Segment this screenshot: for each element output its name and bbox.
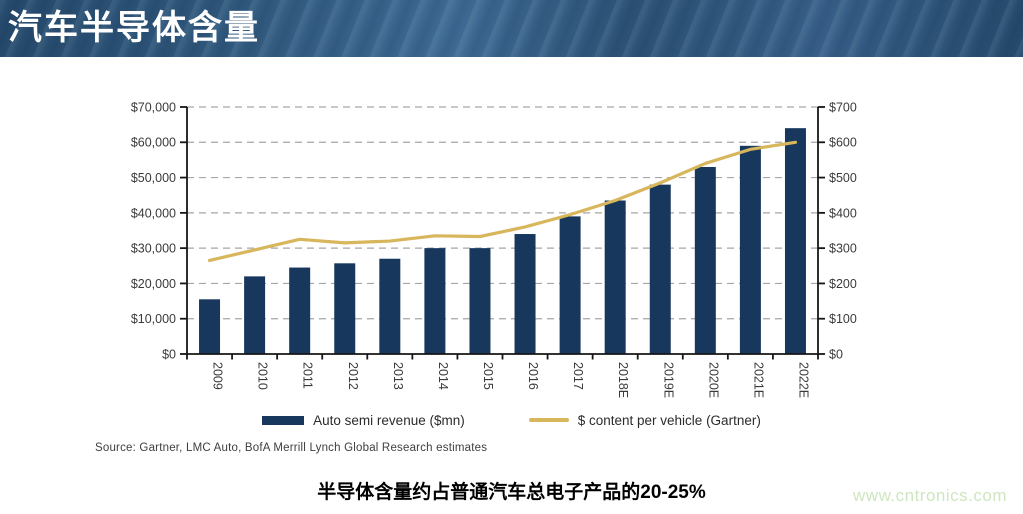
- x-tick-label: 2011: [301, 362, 315, 389]
- y-axis-right-label: $600: [829, 136, 857, 150]
- bar-2020E: [694, 166, 716, 354]
- legend-line-swatch: [528, 418, 569, 422]
- y-axis-right-label: $500: [829, 171, 857, 185]
- x-tick-label: 2022E: [796, 362, 810, 398]
- y-axis-right-label: $400: [829, 206, 857, 220]
- y-axis-left-label: $0: [162, 347, 176, 361]
- x-tick-label: 2019E: [661, 362, 675, 398]
- x-tick-label: 2009: [211, 362, 225, 390]
- y-axis-right-label: $300: [829, 242, 857, 256]
- legend-item-content: $ content per vehicle (Gartner): [528, 412, 761, 428]
- bar-2021E: [739, 145, 761, 354]
- bar-2016: [514, 234, 536, 354]
- y-axis-left-label: $40,000: [131, 206, 176, 220]
- x-tick-label: 2010: [256, 362, 270, 390]
- bar-2009: [199, 299, 221, 354]
- bar-2010: [244, 276, 266, 354]
- bar-2019E: [649, 184, 671, 354]
- bottom-caption: 半导体含量约占普通汽车总电子产品的20-25%: [317, 482, 706, 503]
- source-note: Source: Gartner, LMC Auto, BofA Merrill …: [95, 442, 488, 454]
- trend-line: [207, 140, 798, 263]
- bar-2013: [379, 258, 401, 354]
- legend-bar-label: Auto semi revenue ($mn): [313, 412, 465, 428]
- y-axis-right-label: $0: [829, 347, 843, 361]
- y-axis-left-label: $50,000: [131, 171, 176, 185]
- x-tick-label: 2017: [571, 362, 585, 390]
- x-tick-label: 2020E: [706, 362, 720, 398]
- y-axis-right-label: $700: [829, 100, 857, 114]
- y-axis-left-label: $30,000: [131, 242, 176, 256]
- combo-chart: $0 $0 $10,000 $100 $20,000 $200 $30,000 $300 $40…: [131, 100, 857, 398]
- x-tick-label: 2015: [481, 362, 495, 390]
- x-tick-label: 2012: [346, 362, 360, 390]
- bar-2011: [289, 267, 311, 354]
- x-tick-label: 2021E: [751, 362, 765, 398]
- x-tick-label: 2013: [391, 362, 405, 390]
- x-tick-label: 2016: [526, 362, 540, 390]
- header-banner: 汽车半导体含量: [0, 0, 1023, 57]
- y-axis-left-label: $20,000: [131, 277, 176, 291]
- y-axis-right-label: $200: [829, 277, 857, 291]
- bar-2017: [559, 216, 581, 354]
- chart-legend: Auto semi revenue ($mn) $ content per ve…: [0, 408, 1023, 432]
- legend-bar-swatch: [262, 415, 305, 425]
- bar-2015: [469, 248, 491, 354]
- x-tick-label: 2018E: [616, 362, 630, 398]
- x-tick-label: 2014: [436, 362, 450, 390]
- legend-item-revenue: Auto semi revenue ($mn): [262, 413, 465, 428]
- y-axis-right-label: $100: [829, 312, 857, 326]
- watermark: www.cntronics.com: [853, 486, 1007, 505]
- legend-line-label: $ content per vehicle (Gartner): [577, 412, 761, 428]
- y-axis-left-label: $10,000: [131, 312, 176, 326]
- y-axis-left-label: $70,000: [131, 100, 176, 114]
- y-axis-left-label: $60,000: [131, 136, 176, 150]
- bar-2022E: [784, 128, 806, 354]
- bar-2012: [334, 263, 356, 354]
- page-title: 汽车半导体含量: [8, 9, 260, 47]
- bar-2014: [424, 248, 446, 354]
- bar-2018E: [604, 200, 626, 354]
